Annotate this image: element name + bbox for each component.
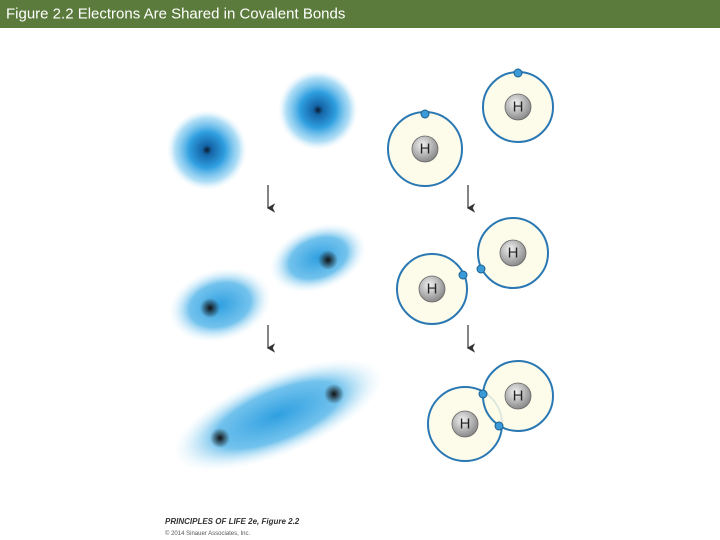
cloud bbox=[278, 70, 358, 150]
cloud bbox=[173, 359, 383, 471]
header-bar bbox=[0, 0, 720, 28]
electron bbox=[476, 264, 486, 274]
atom-label: H bbox=[508, 245, 519, 262]
slide-title: Figure 2.2 Electrons Are Shared in Coval… bbox=[6, 6, 345, 23]
nucleus bbox=[418, 275, 446, 303]
atom-diagrams: H H H H H H bbox=[387, 68, 554, 462]
nucleus bbox=[499, 239, 527, 267]
nucleus bbox=[210, 428, 230, 448]
nucleus bbox=[504, 382, 532, 410]
arrows bbox=[266, 185, 476, 353]
credit-book: PRINCIPLES OF LIFE 2e, Figure 2.2 bbox=[165, 517, 300, 526]
electron bbox=[494, 421, 504, 431]
electron bbox=[420, 109, 430, 119]
nucleus bbox=[200, 298, 220, 318]
atom-label: H bbox=[420, 141, 431, 158]
electron bbox=[458, 270, 468, 280]
cloud bbox=[269, 223, 367, 293]
cloud bbox=[168, 267, 272, 343]
credit-copyright: © 2014 Sinauer Associates, Inc. bbox=[165, 530, 250, 537]
nucleus bbox=[451, 410, 479, 438]
electron-clouds bbox=[167, 70, 383, 471]
atom-label: H bbox=[513, 99, 524, 116]
electron bbox=[478, 389, 488, 399]
nucleus bbox=[318, 250, 338, 270]
cloud bbox=[167, 110, 247, 190]
nucleus bbox=[411, 135, 439, 163]
atom-label: H bbox=[513, 388, 524, 405]
nucleus bbox=[324, 384, 344, 404]
atom-label: H bbox=[427, 281, 438, 298]
electron bbox=[513, 68, 523, 78]
atom-label: H bbox=[460, 416, 471, 433]
nucleus bbox=[504, 93, 532, 121]
